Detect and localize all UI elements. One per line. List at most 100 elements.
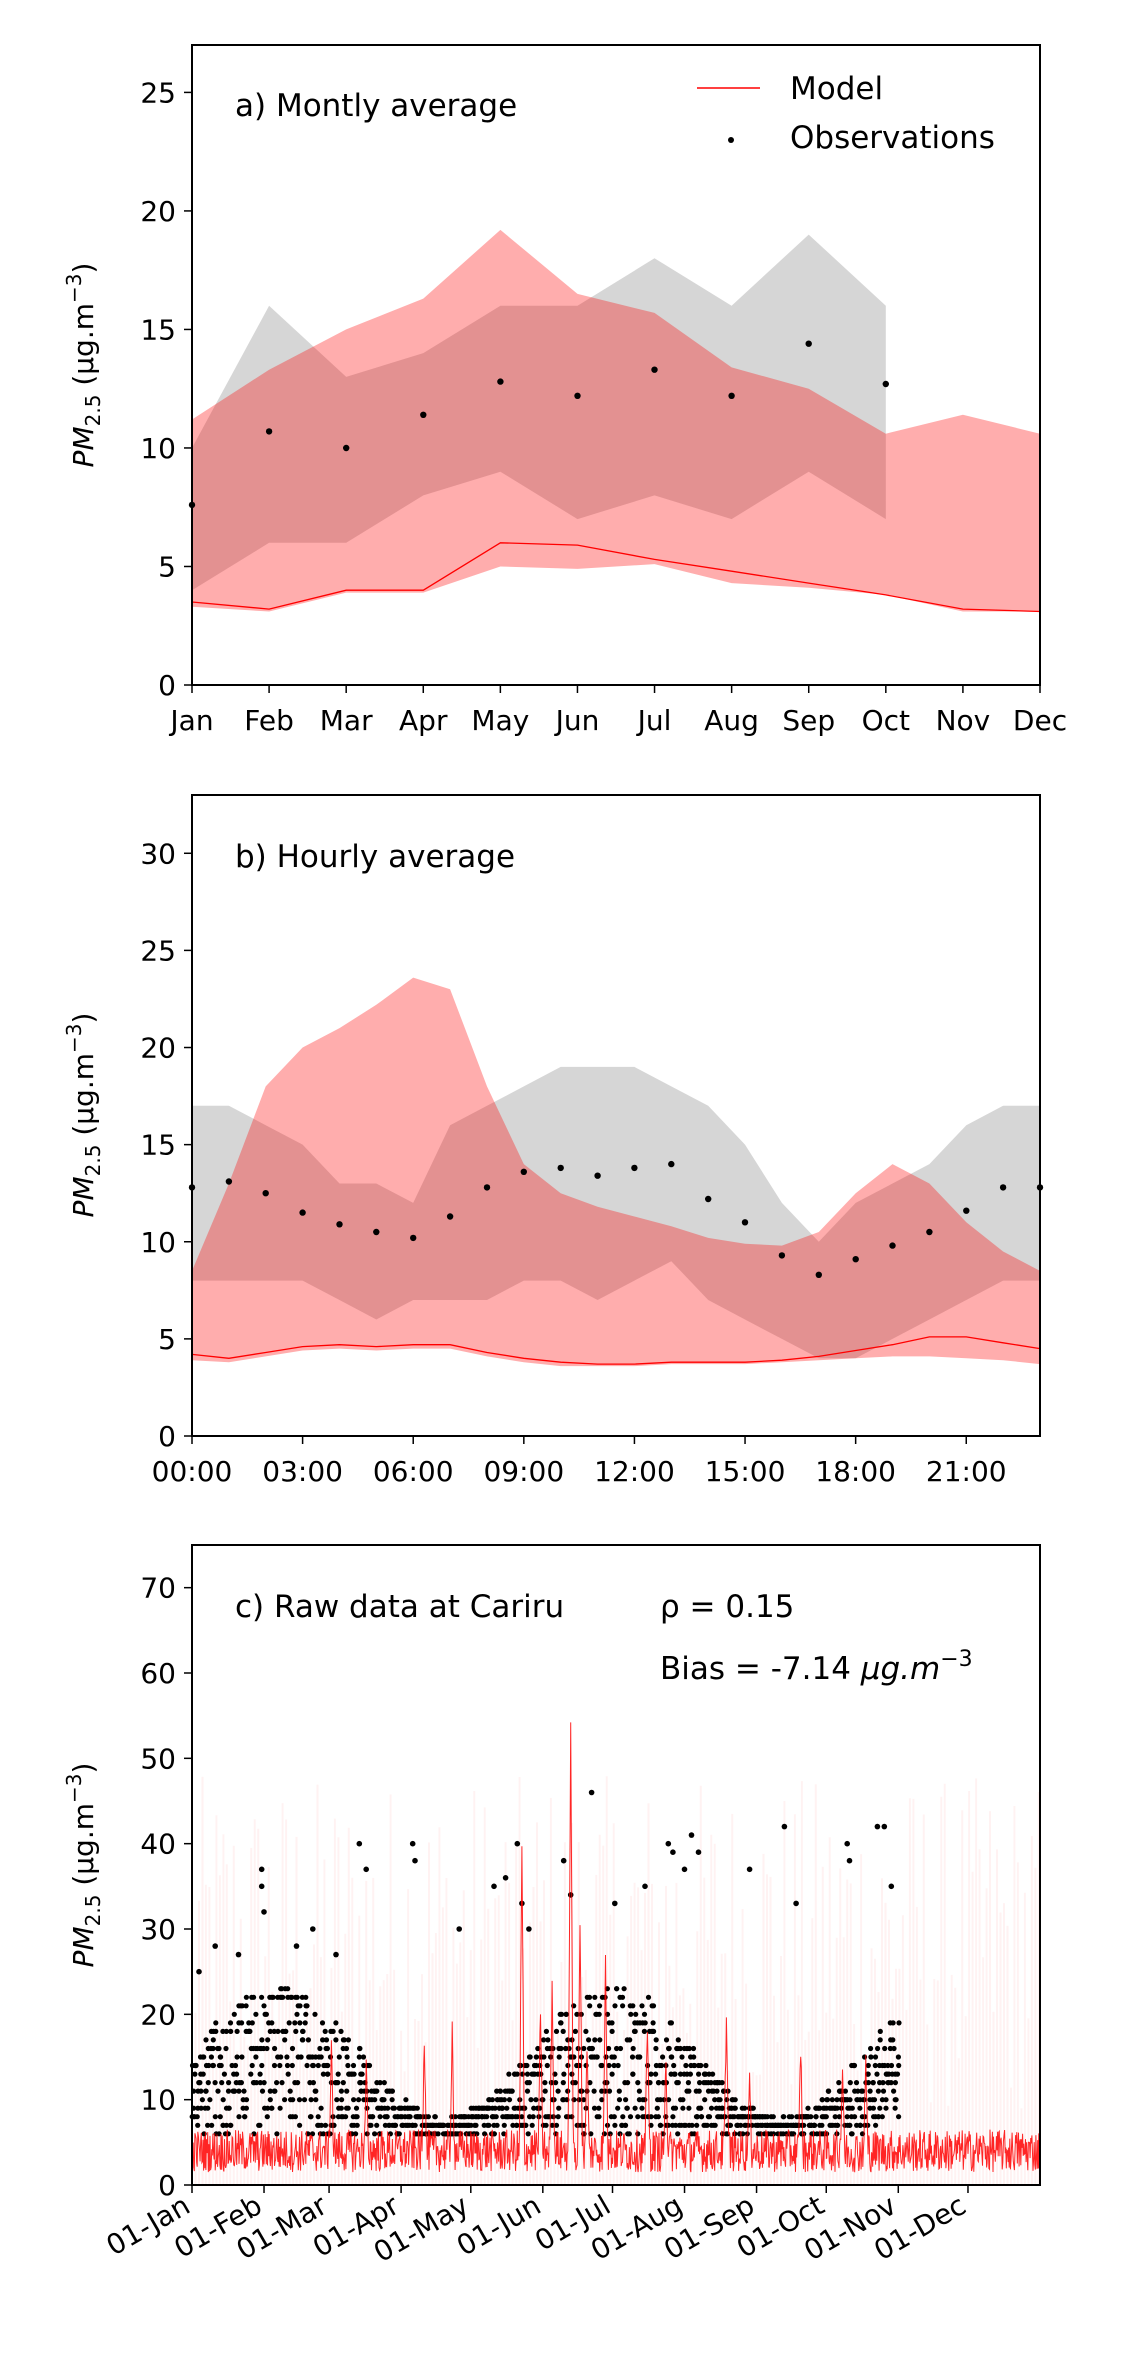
x-tick-label: Sep	[782, 704, 835, 737]
observation-point	[805, 2105, 811, 2111]
observation-point	[849, 2105, 855, 2111]
observation-point	[689, 2122, 695, 2128]
observation-point	[300, 2037, 306, 2043]
observation-point	[895, 2054, 902, 2060]
observation-point	[650, 2020, 656, 2026]
observation-point	[236, 2114, 242, 2120]
observation-point	[353, 2105, 360, 2111]
observation-point	[360, 2054, 367, 2060]
observation-point	[239, 2054, 245, 2060]
observation-point	[710, 2071, 716, 2077]
observation-point	[557, 1164, 564, 1172]
observation-point	[310, 1926, 316, 1932]
observation-point	[771, 2131, 777, 2137]
observation-point	[675, 2080, 681, 2086]
observation-point	[655, 2080, 662, 2086]
observation-point	[549, 2122, 555, 2128]
observation-point	[572, 2080, 579, 2086]
observation-point	[690, 2045, 697, 2052]
observation-point	[537, 2105, 543, 2111]
observation-point	[274, 2080, 280, 2086]
observation-point	[275, 2028, 281, 2034]
observation-point	[571, 2054, 577, 2060]
observation-point	[238, 2080, 244, 2086]
observation-point	[639, 2105, 645, 2111]
observation-point	[726, 2122, 732, 2128]
observation-point	[553, 2028, 560, 2034]
x-tick-label: 06:00	[373, 1455, 454, 1488]
observation-point	[354, 2114, 360, 2120]
observation-point	[877, 2105, 883, 2111]
observation-point	[805, 340, 812, 347]
observation-point	[292, 2020, 298, 2026]
observation-point	[285, 2071, 291, 2077]
observation-point	[282, 2097, 288, 2103]
observation-point	[468, 2122, 474, 2128]
observation-point	[491, 1883, 497, 1890]
observation-point	[875, 2114, 881, 2120]
x-tick-label: Jul	[636, 704, 672, 737]
observation-point	[645, 2062, 651, 2069]
observation-point	[350, 2062, 357, 2069]
observation-point	[578, 2088, 584, 2094]
observation-point	[210, 2062, 216, 2069]
observation-point	[322, 2122, 329, 2128]
observation-point	[623, 2097, 629, 2103]
observation-point	[770, 2114, 776, 2120]
observation-point	[870, 2105, 877, 2111]
observation-point	[207, 2097, 213, 2103]
observation-point	[320, 2037, 326, 2043]
observation-point	[635, 2080, 641, 2086]
observation-point	[625, 2080, 631, 2086]
observation-point	[205, 2105, 211, 2111]
observation-point	[834, 2105, 840, 2111]
observation-point	[223, 2122, 230, 2128]
observation-point	[679, 2054, 685, 2060]
observation-point	[550, 2114, 557, 2120]
observation-point	[556, 2105, 562, 2111]
observation-point	[734, 2122, 740, 2128]
observation-point	[881, 1823, 888, 1830]
observation-point	[691, 2054, 697, 2060]
observation-point	[284, 2062, 291, 2069]
observation-point	[265, 2037, 271, 2043]
observation-point	[651, 366, 658, 373]
observation-point	[764, 2114, 771, 2120]
y-tick-label: 60	[140, 1657, 176, 1690]
observation-point	[320, 2071, 326, 2077]
observation-point	[698, 2105, 704, 2111]
panel-b-hourly-average: 0 5 10 15 20 25 30 00:00 03:00 06:00 09:00 12:00 15:…	[62, 794, 1044, 1488]
observation-point	[302, 2020, 308, 2026]
legend-observations-label: Observations	[790, 120, 995, 156]
observation-point	[257, 2122, 263, 2128]
observation-point	[296, 2097, 303, 2103]
observation-point	[489, 2097, 495, 2103]
observation-point	[282, 2037, 288, 2043]
panel-b-annotation: b) Hourly average	[235, 839, 515, 875]
observation-point	[565, 2062, 571, 2069]
observation-point	[860, 2088, 866, 2094]
observation-point	[834, 2097, 840, 2103]
observation-point	[226, 2105, 232, 2111]
observation-point	[868, 2045, 874, 2052]
x-tick-label: Apr	[399, 704, 448, 737]
observation-point	[545, 2037, 551, 2043]
observation-point	[563, 2011, 569, 2017]
observation-point	[686, 2088, 692, 2094]
observation-point	[825, 2088, 832, 2094]
observation-point	[609, 2020, 615, 2026]
x-tick-label: Jun	[554, 704, 600, 737]
observation-point	[801, 2122, 807, 2128]
observation-point	[384, 2114, 390, 2120]
observation-point	[344, 2088, 350, 2094]
observation-point	[680, 2097, 686, 2103]
observation-point	[535, 2045, 541, 2052]
observation-point	[243, 2105, 249, 2111]
observation-point	[315, 2114, 321, 2120]
model-range-band	[192, 229, 1040, 612]
observation-point	[351, 2097, 357, 2103]
observation-point	[303, 2011, 309, 2017]
observation-point	[251, 1994, 257, 2000]
observation-point	[205, 2122, 211, 2128]
observation-point	[303, 1994, 309, 2000]
